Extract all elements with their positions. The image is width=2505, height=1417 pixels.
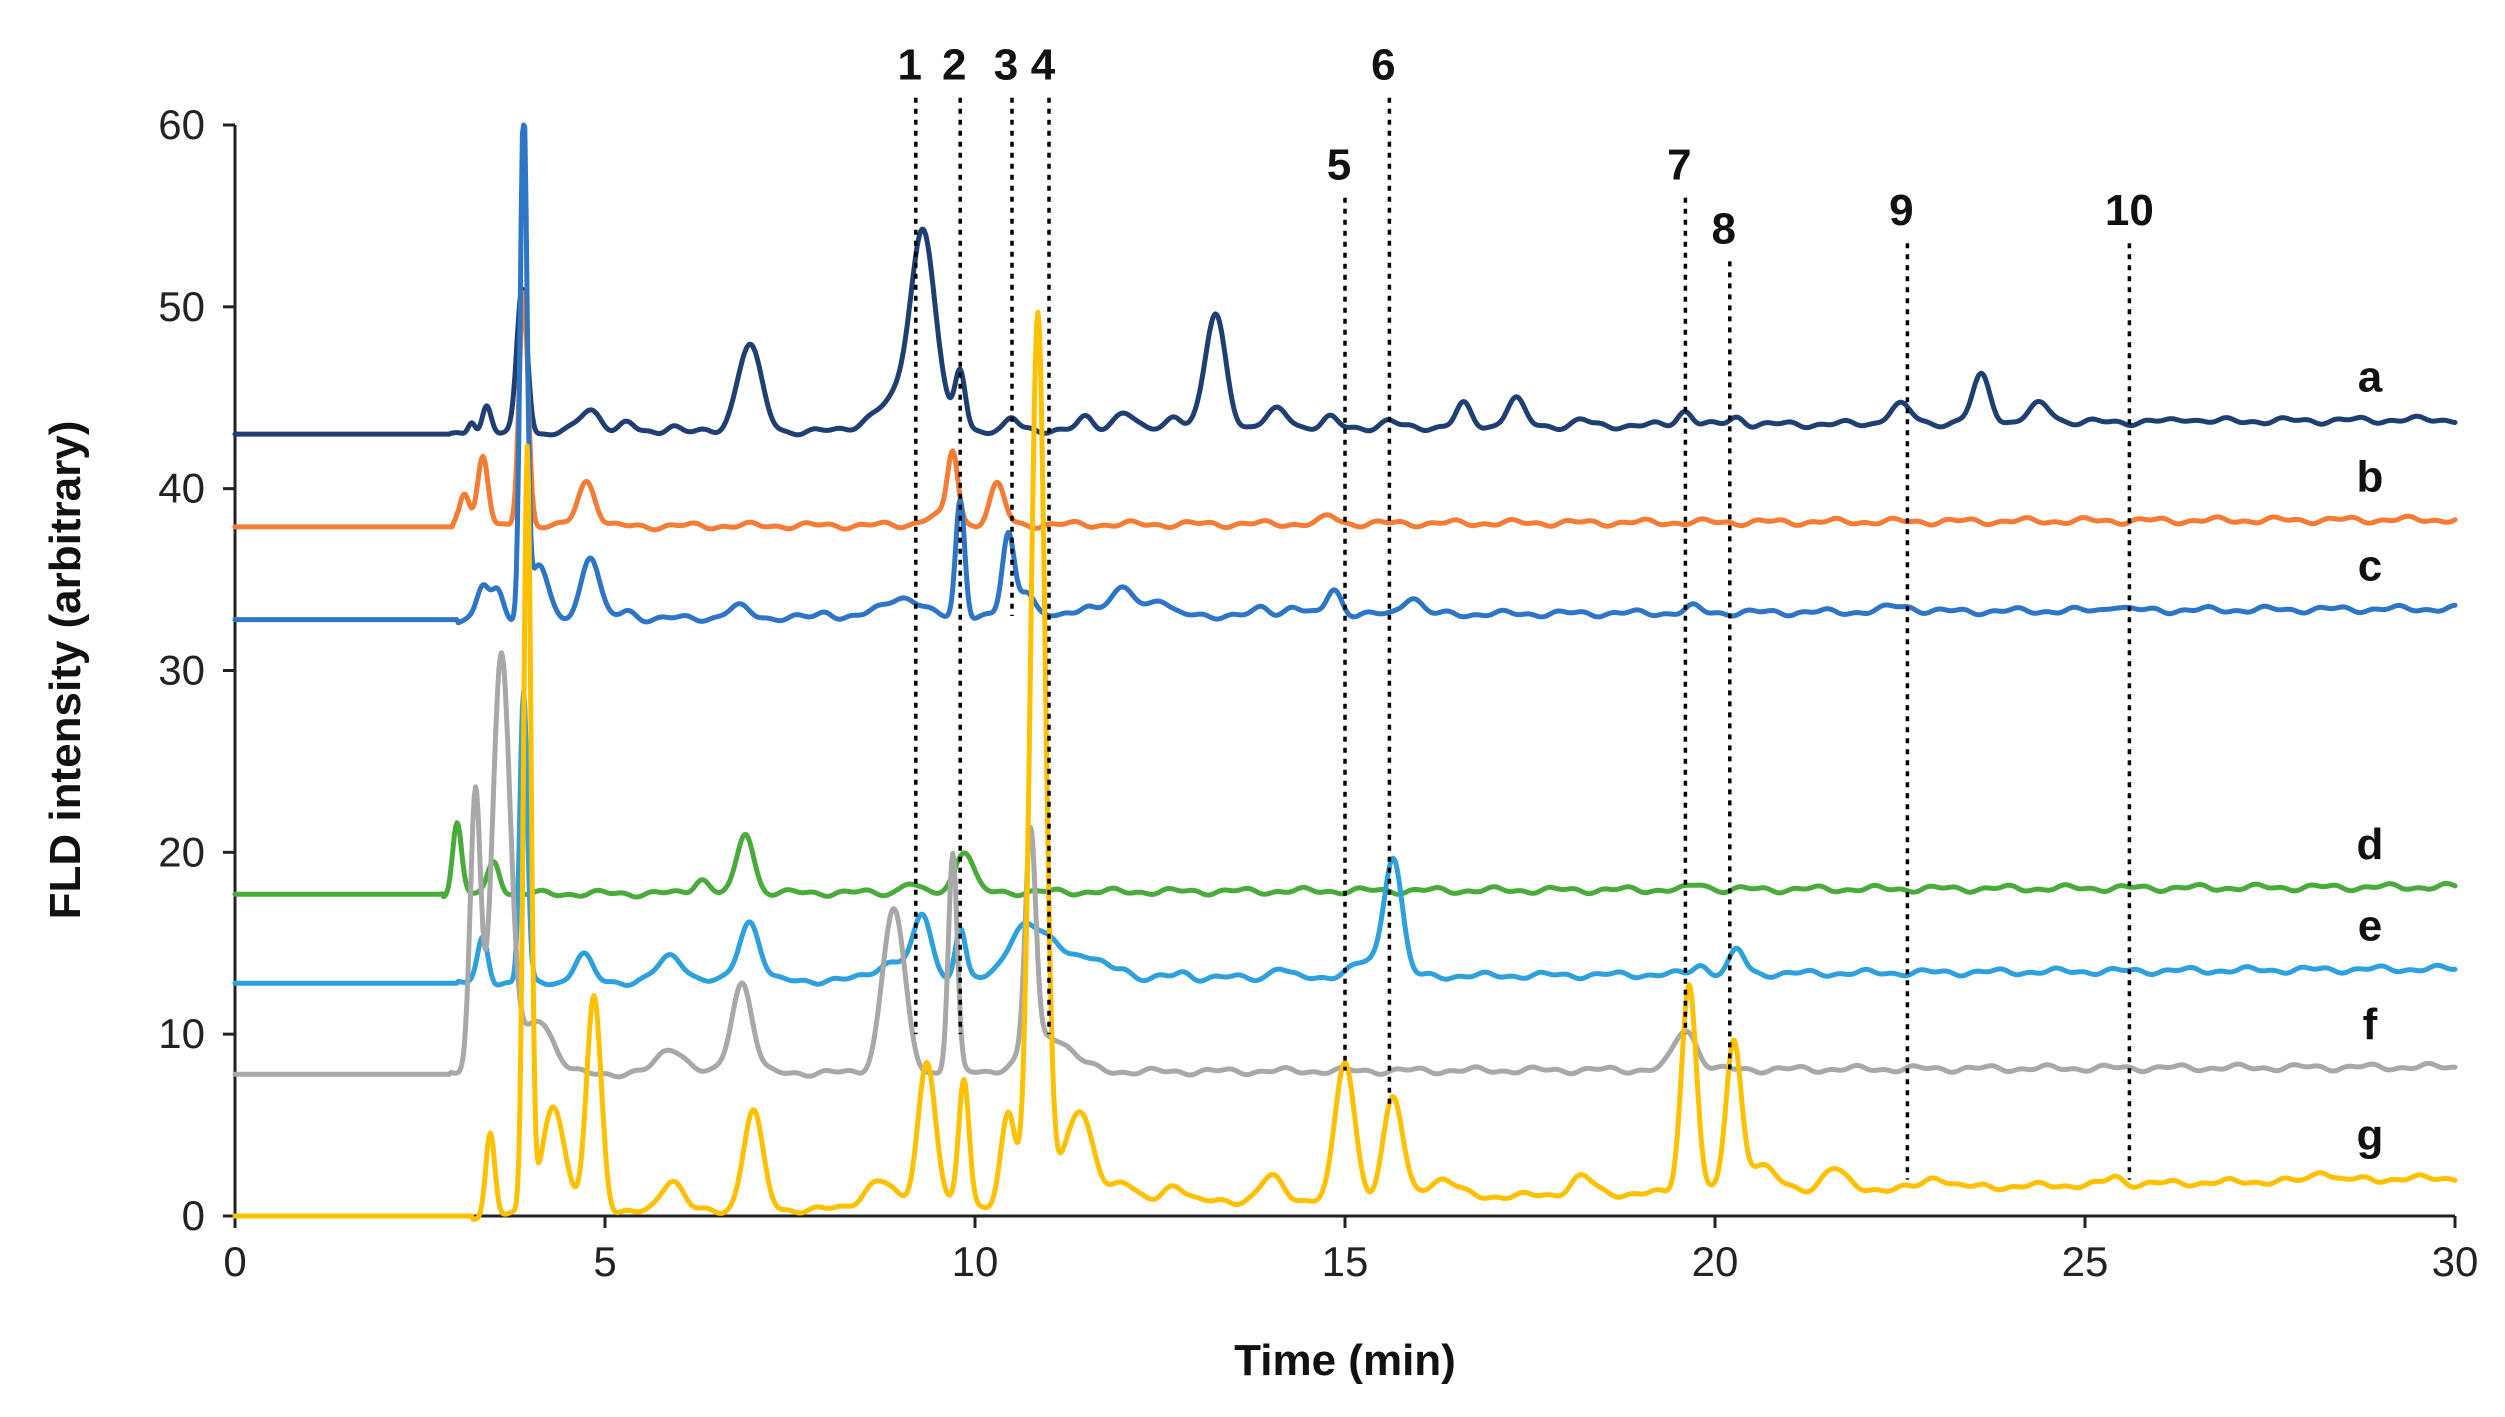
peak-marker-label-3: 3 [994,41,1018,90]
trace-label-b: b [2357,453,2384,502]
peak-marker-label-8: 8 [1712,204,1736,253]
peak-marker-label-6: 6 [1371,41,1395,90]
peak-marker-label-4: 4 [1031,41,1056,90]
x-tick-label: 0 [223,1238,246,1285]
trace-label-d: d [2357,820,2384,869]
peak-marker-label-7: 7 [1667,141,1691,190]
x-tick-label: 5 [593,1238,616,1285]
peak-marker-label-10: 10 [2105,186,2154,235]
peak-marker-label-9: 9 [1889,186,1913,235]
trace-labels: a bc def g [2357,353,2384,1160]
x-axis-ticks: 0 5 10 15 20 25 30 [223,1216,2478,1285]
x-tick-label: 10 [952,1238,999,1285]
x-tick-label: 30 [2432,1238,2479,1285]
trace-label-e: e [2358,902,2382,951]
y-tick-label: 40 [158,465,205,512]
x-tick-label: 20 [1692,1238,1739,1285]
peak-marker-label-1: 1 [898,41,922,90]
trace-label-g: g [2357,1111,2384,1160]
y-tick-label: 20 [158,828,205,875]
y-axis-ticks: 0 10 20 30 40 50 60 [158,101,235,1239]
y-tick-label: 60 [158,101,205,148]
y-tick-label: 0 [182,1192,205,1239]
trace-b [232,290,2458,533]
x-axis-title: Time (min) [1234,1336,1456,1385]
y-axis-title: FLD intensity (arbitrary) [41,421,90,920]
y-tick-label: 50 [158,283,205,330]
x-tick-label: 15 [1322,1238,1369,1285]
peak-markers: 1 2 3 4 5 6 78 9 10 [898,41,2154,1180]
trace-label-c: c [2358,542,2382,591]
trace-label-a: a [2358,353,2383,402]
peak-marker-label-5: 5 [1327,141,1351,190]
trace-label-f: f [2363,1000,2378,1049]
x-tick-label: 25 [2062,1238,2109,1285]
y-tick-label: 10 [158,1010,205,1057]
trace-g [232,309,2458,1222]
y-tick-label: 30 [158,647,205,694]
peak-marker-label-2: 2 [942,41,966,90]
trace-a [232,226,2458,438]
